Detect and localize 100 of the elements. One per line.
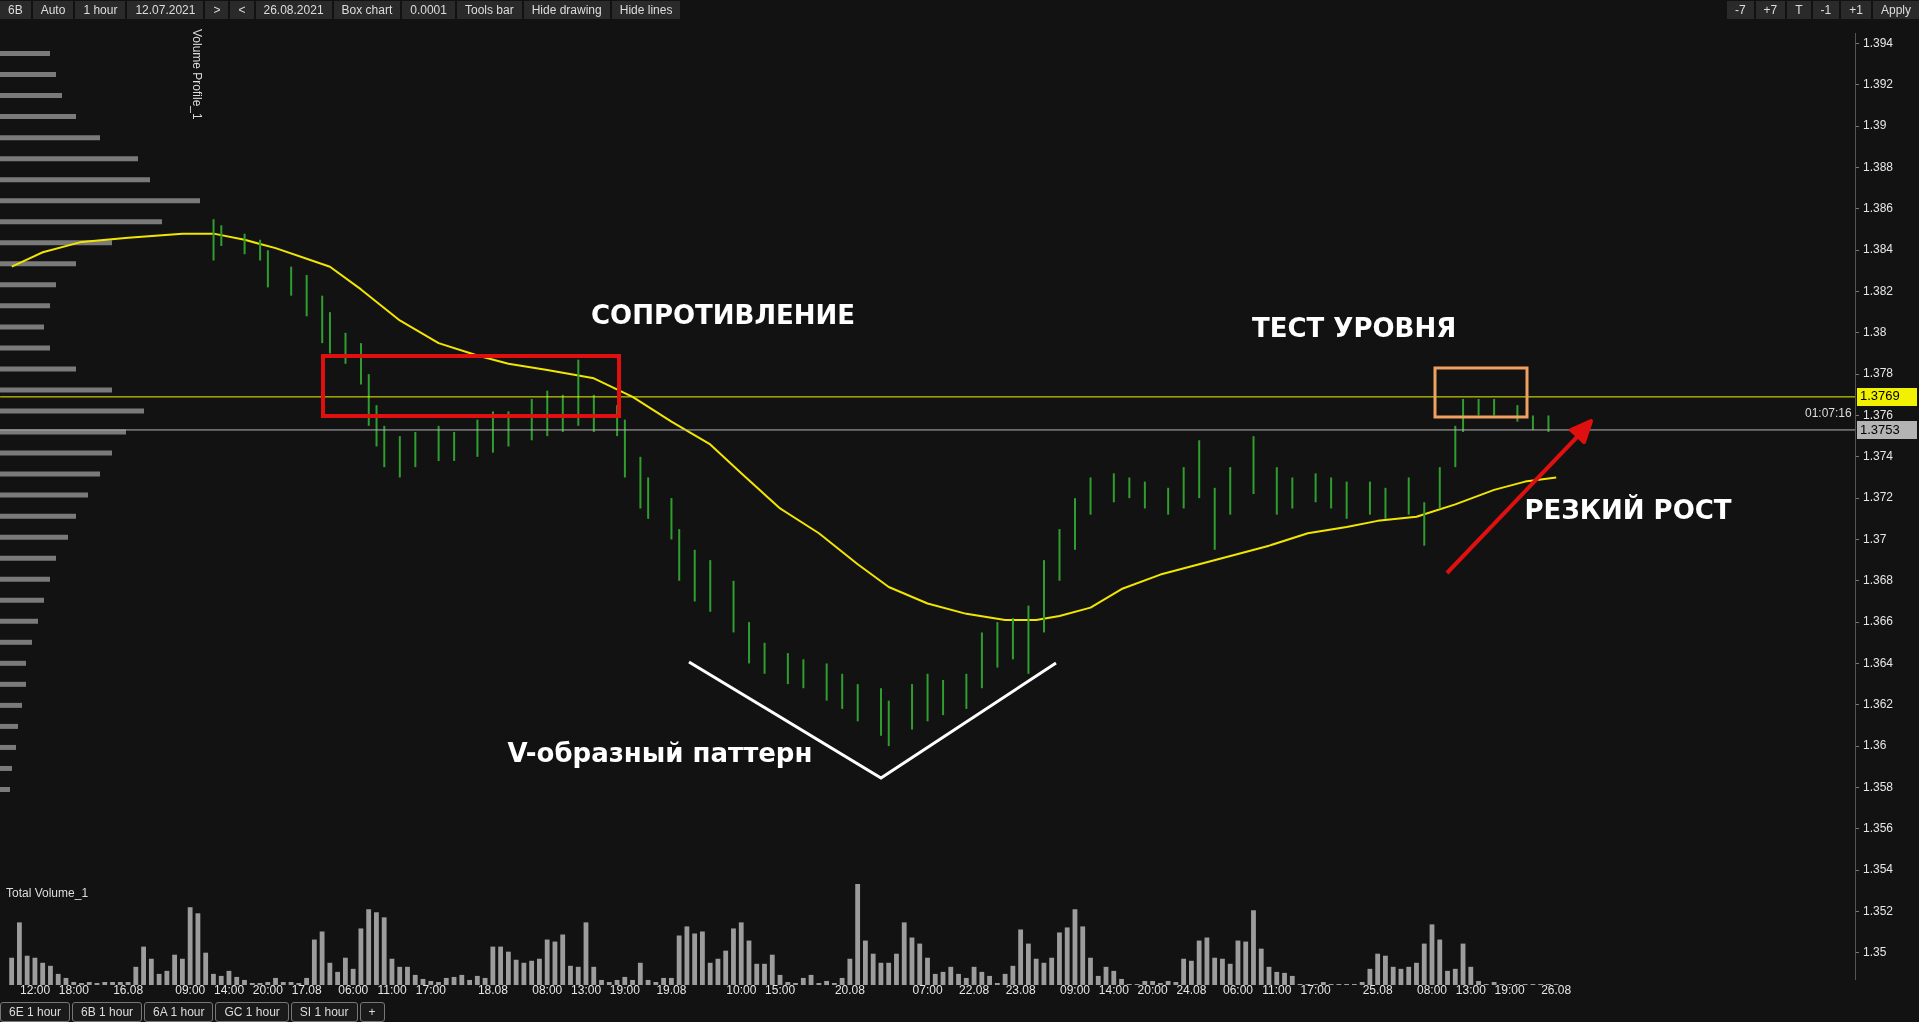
bar [1477,398,1480,416]
x-tick-label: 11:00 [1262,983,1292,998]
bar [1243,941,1249,985]
x-tick-label: 09:00 [175,983,206,998]
bar [211,973,216,985]
y-tick-label: 1.372 [1863,490,1894,505]
bar [963,977,969,985]
bar [678,529,681,581]
text: GC 1 hour [215,1002,289,1022]
bar [203,952,209,985]
bar [0,786,10,792]
x-tick-label: 18.08 [477,983,509,998]
bar [1042,560,1045,633]
bar [856,684,859,722]
bar [676,935,682,985]
bar [1314,473,1317,503]
bar [577,359,580,426]
bar [0,282,56,288]
bar [1010,965,1016,985]
bar [1438,467,1441,509]
bar [732,580,735,633]
x-tick-label: 14:00 [214,983,245,998]
bar [0,324,44,330]
bar [1074,498,1077,550]
bar [71,981,77,985]
bar [79,982,84,985]
x-tick-label: 13:00 [571,983,602,998]
bar [996,622,999,668]
bar [1493,398,1496,416]
bar [886,962,892,985]
text: +1 [1841,1,1871,19]
text: 6B [0,1,31,19]
text: 12.07.2021 [127,1,204,19]
bar [568,965,573,985]
bar [259,239,262,261]
y-tick-label: 1.37 [1863,531,1887,546]
bar [9,957,15,985]
x-tick-label: 20.08 [834,983,866,998]
bar [311,939,317,985]
bar [156,973,162,985]
bar [1414,962,1419,985]
annotation: ТЕСТ УРОВНЯ [1252,313,1457,343]
bar [647,477,650,519]
ref-line-label: 1.3769 [1860,388,1900,404]
bar [793,982,798,985]
bar [894,953,899,985]
bar [824,980,830,985]
bar [1359,981,1365,985]
bar [513,959,519,985]
bar [599,979,604,985]
bar [901,922,907,985]
chart-title: Total Volume_1 [6,886,89,900]
text: > [205,1,229,19]
y-tick-label: 1.35 [1863,945,1887,960]
bar [0,765,12,771]
y-tick-label: 1.364 [1863,655,1894,670]
bar [218,975,224,985]
bar [0,135,100,141]
bar [802,659,805,689]
bar [623,419,626,478]
bar [1157,982,1163,985]
y-tick-label: 1.366 [1863,614,1894,629]
bar [1111,970,1117,985]
bar [1531,415,1534,430]
bar [529,960,535,985]
bar [0,387,112,393]
bar [0,303,50,309]
bar [537,958,542,985]
ref-line-label: 1.3753 [1860,421,1900,437]
x-tick-label: 16.08 [113,983,144,998]
text: 26.08.2021 [255,1,332,19]
bar [925,957,930,985]
text: Box chart [333,1,401,19]
bar [1220,958,1225,985]
bar [428,980,434,985]
y-tick-label: 1.356 [1863,821,1894,836]
bar [839,977,845,985]
bar [0,219,162,225]
x-tick-label: 19:00 [1494,983,1525,998]
x-tick-label: 10:00 [726,983,757,998]
bar [1345,481,1348,519]
bar [0,597,44,603]
bar [459,974,465,985]
bar [243,233,246,255]
bar [398,436,401,478]
bar [1476,980,1481,985]
text: 6E 1 hour [0,1002,71,1022]
text: Hide lines [611,1,681,19]
bar [55,973,61,985]
bar [0,660,26,666]
annotation: РЕЗКИЙ РОСТ [1524,495,1732,525]
bar [0,93,62,99]
bar [1330,477,1333,509]
y-tick-label: 1.38 [1863,325,1887,340]
bar [1390,966,1396,985]
text: Hide drawing [523,1,610,19]
bar [48,965,53,985]
bar [1064,927,1070,985]
bar [1002,973,1008,985]
bar [1033,958,1039,985]
